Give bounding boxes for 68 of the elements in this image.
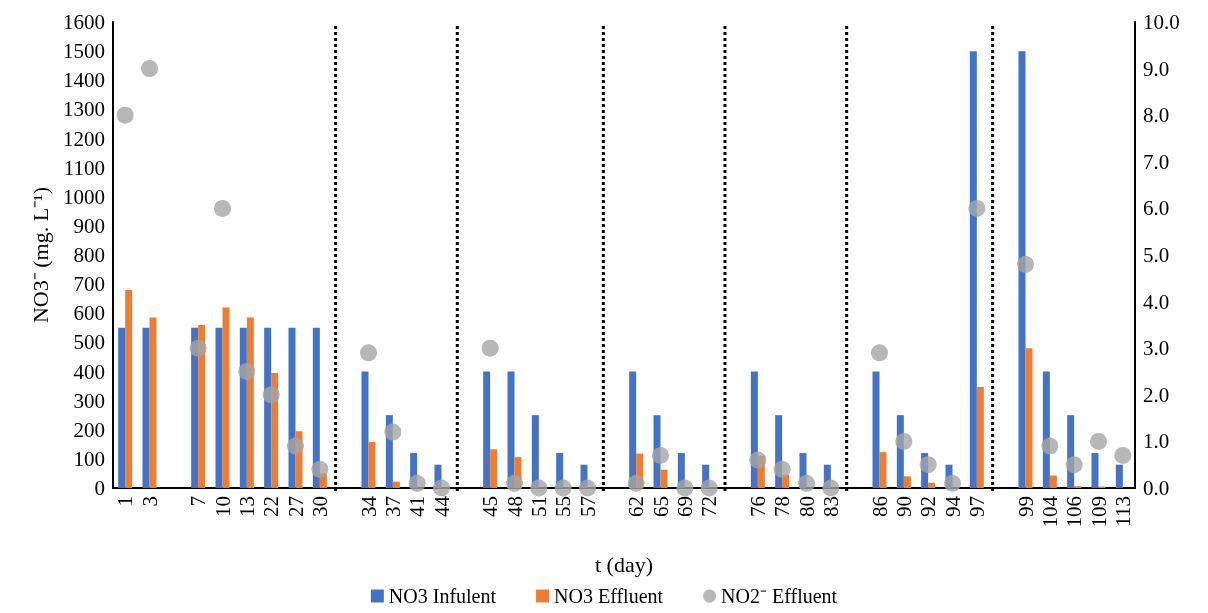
y-tick-label: 1000 [63, 184, 105, 209]
x-tick-label: 44 [429, 495, 454, 517]
x-tick-label: 45 [478, 496, 503, 517]
y-tick-label: 100 [73, 446, 105, 471]
x-tick-label: 92 [916, 496, 941, 517]
y2-tick-label: 9.0 [1143, 56, 1170, 81]
y-tick-label: 200 [73, 417, 105, 442]
y-tick-label: 1100 [63, 155, 105, 180]
x-tick-label: 72 [697, 496, 722, 517]
x-tick-label: 30 [307, 496, 332, 517]
x-tick-label: 48 [502, 496, 527, 517]
x-tick-label: 109 [1086, 496, 1111, 528]
x-tick-label: 37 [380, 496, 405, 517]
legend-label: NO3 Effluent [554, 585, 664, 607]
x-tick-label: 22 [259, 496, 284, 517]
x-tick-label: 55 [551, 496, 576, 517]
x-tick-label: 104 [1037, 495, 1062, 528]
y-tick-label: 1300 [63, 97, 105, 122]
y2-tick-label: 6.0 [1143, 196, 1170, 221]
y-tick-label: 0 [94, 476, 105, 500]
y-axis-title: NO3⁻ (mg. L⁻¹) [27, 186, 53, 324]
x-tick-label: 34 [356, 495, 381, 517]
x-tick-label: 86 [867, 496, 892, 517]
y2-tick-label: 1.0 [1143, 429, 1170, 454]
x-tick-label: 90 [891, 496, 916, 517]
x-tick-label: 113 [1110, 496, 1135, 527]
x-tick-label: 7 [186, 496, 211, 507]
y-tick-label: 600 [73, 301, 105, 326]
x-tick-label: 13 [234, 496, 259, 517]
x-tick-label: 99 [1013, 496, 1038, 517]
x-tick-label: 97 [964, 496, 989, 517]
y-tick-label: 800 [73, 243, 105, 267]
y-tick-label: 500 [73, 330, 105, 355]
x-tick-label: 106 [1062, 496, 1087, 528]
y2-tick-label: 4.0 [1143, 289, 1170, 314]
y2-tick-label: 10.0 [1143, 10, 1180, 34]
y-tick-label: 1200 [63, 126, 105, 151]
x-tick-label: 83 [818, 496, 843, 517]
y-tick-label: 400 [73, 359, 105, 384]
y-tick-label: 1400 [63, 68, 105, 93]
x-tick-label: 10 [210, 496, 235, 517]
y2-tick-label: 2.0 [1143, 382, 1170, 407]
y-tick-label: 900 [73, 213, 105, 238]
y-tick-label: 700 [73, 272, 105, 297]
x-tick-label: 41 [405, 496, 430, 517]
x-tick-label: 78 [770, 496, 795, 517]
y2-tick-label: 3.0 [1143, 336, 1170, 361]
y2-tick-label: 0.0 [1143, 476, 1170, 500]
x-tick-label: 76 [745, 496, 770, 517]
x-tick-label: 80 [794, 496, 819, 517]
x-tick-label: 65 [648, 496, 673, 517]
legend-label: NO2⁻ Effluent [721, 585, 838, 607]
legend-label: NO3 Infulent [388, 585, 497, 607]
y2-tick-label: 5.0 [1143, 243, 1170, 267]
x-tick-label: 62 [624, 496, 649, 517]
x-tick-label: 69 [672, 496, 697, 517]
y2-tick-label: 8.0 [1143, 103, 1170, 128]
x-tick-label: 51 [526, 496, 551, 517]
x-tick-label: 3 [137, 496, 162, 507]
y-tick-label: 1500 [63, 39, 105, 64]
y2-tick-label: 7.0 [1143, 149, 1170, 174]
x-axis-title: t (day) [594, 551, 654, 577]
y-tick-label: 300 [73, 388, 105, 413]
y-tick-label: 1600 [63, 10, 105, 34]
x-tick-label: 94 [940, 495, 965, 517]
x-tick-label: 57 [575, 496, 600, 517]
x-tick-label: 1 [113, 496, 138, 507]
x-tick-label: 27 [283, 496, 308, 517]
